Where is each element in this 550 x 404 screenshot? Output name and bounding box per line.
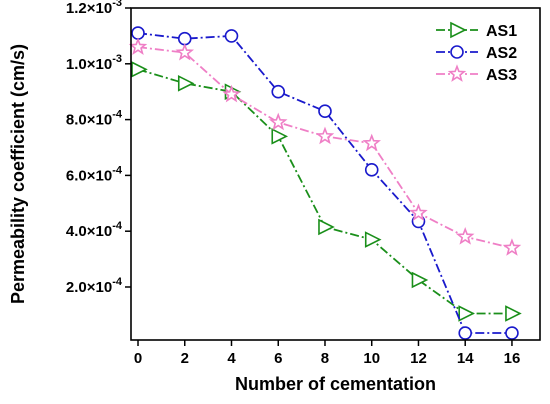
y-tick-times: ×10 [87,167,112,184]
data-point [131,26,145,40]
series-line [137,46,513,249]
data-point [222,84,241,103]
legend-marker [450,21,467,39]
data-point [318,218,335,236]
data-point [458,326,473,340]
y-tick-times: ×10 [87,112,112,129]
legend-label: AS2 [486,45,517,62]
legend-item-as3: AS3 [436,64,517,84]
data-point [455,227,475,245]
data-point [271,84,286,99]
y-tick-label: 8.0×10-4 [66,109,123,129]
data-point [409,203,428,221]
series-as1 [131,61,522,322]
y-tick-exponent: -3 [112,0,122,9]
y-tick-times: ×10 [87,279,112,296]
y-tick-label: 4.0×10-4 [66,220,123,240]
y-axis-label: Permeability coefficient (cm/s) [8,44,28,304]
data-point [271,128,289,145]
y-tick-label: 1.0×10-3 [66,53,122,73]
legend-label: AS3 [486,67,517,84]
y-tick-exponent: -4 [112,220,123,232]
x-axis-ticks: 0 2 4 6 8 10 12 14 16 [134,340,520,367]
x-tick-label: 8 [321,350,329,367]
x-tick-label: 0 [134,350,142,367]
y-tick-mantissa: 4.0 [66,223,87,240]
y-tick-mantissa: 2.0 [66,279,87,296]
x-tick-label: 2 [181,350,189,367]
y-tick-exponent: -4 [112,164,123,176]
data-point [128,37,148,55]
data-point [505,326,519,340]
x-tick-label: 16 [504,350,521,367]
data-point [175,42,195,61]
y-tick-exponent: -4 [112,109,123,121]
y-tick-mantissa: 1.0 [66,56,87,73]
y-tick-label: 1.2×10-3 [66,0,122,17]
data-point [364,231,382,248]
x-tick-label: 10 [363,350,380,367]
data-point [224,29,239,43]
series-as3 [128,37,522,256]
x-tick-label: 14 [457,350,474,367]
data-point [458,305,475,322]
x-tick-label: 4 [227,350,236,367]
data-point [362,133,381,152]
data-point [411,271,429,289]
y-tick-mantissa: 6.0 [66,167,87,184]
data-point [505,305,522,322]
legend-marker [450,45,464,59]
data-point [177,75,195,92]
legend: AS1 AS2 AS3 [436,21,517,84]
plot-layer [128,26,522,340]
legend-marker [447,64,467,82]
data-point [318,104,332,119]
y-tick-mantissa: 8.0 [66,112,87,129]
y-axis-ticks: 2.0×10-44.0×10-46.0×10-48.0×10-41.0×10-3… [66,0,131,296]
data-point [502,238,522,256]
series-as2 [131,26,519,340]
legend-item-as2: AS2 [436,45,517,62]
data-point [268,112,288,131]
legend-item-as1: AS1 [436,21,517,40]
x-tick-label: 12 [410,350,427,367]
data-point [131,61,148,78]
y-tick-label: 6.0×10-4 [66,164,123,184]
plot-frame [130,7,541,341]
data-point [315,126,335,145]
legend-label: AS1 [486,23,517,40]
y-tick-exponent: -4 [112,276,123,288]
x-axis-label: Number of cementation [235,374,436,394]
y-tick-label: 2.0×10-4 [66,276,123,296]
y-tick-times: ×10 [87,56,112,73]
x-tick-label: 6 [274,350,282,367]
y-tick-times: ×10 [87,0,112,17]
y-tick-mantissa: 1.2 [66,0,87,17]
y-tick-exponent: -3 [112,53,122,65]
data-point [364,163,379,177]
data-point [177,31,192,46]
y-tick-times: ×10 [87,223,112,240]
